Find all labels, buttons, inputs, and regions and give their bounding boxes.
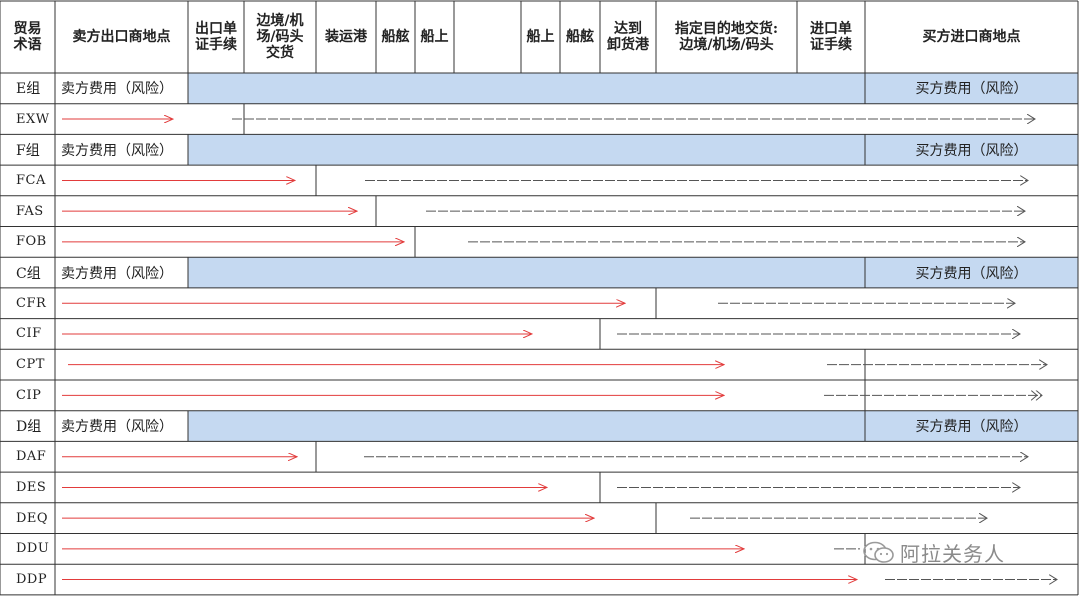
header-load_port-line: 装运港 [325, 29, 367, 45]
buyer-cost-risk: 买方费用（风险） [915, 265, 1028, 282]
header-onboard2: 船上 [521, 1, 560, 73]
group-seller-cell-c [55, 257, 188, 288]
header-buyer-line: 买方进口商地点 [922, 29, 1021, 45]
header-onboard1: 船上 [415, 1, 454, 73]
group-band-buyer-d [865, 410, 1078, 442]
group-label: C组 [16, 265, 41, 282]
term-deq: DEQ [16, 510, 49, 526]
term-ddp: DDP [16, 572, 48, 588]
group-seller-cell-f [55, 134, 188, 166]
header-dest: 指定目的地交货: 边境/机场/码头 [656, 1, 797, 73]
header-rail2: 船舷 [560, 1, 600, 73]
header-rail2-line: 船舷 [566, 29, 594, 45]
header-rail1: 船舷 [376, 1, 415, 73]
seller-cost-risk: 卖方费用（风险） [61, 265, 173, 282]
group-seller-cell-d [55, 410, 188, 442]
term-fob: FOB [16, 234, 47, 250]
header-import_docs-line: 证手续 [810, 37, 852, 53]
header-term-line: 术语 [13, 37, 42, 53]
term-daf: DAF [16, 449, 47, 465]
header-load_port: 装运港 [316, 1, 376, 73]
buyer-cost-risk: 买方费用（风险） [915, 419, 1028, 436]
term-des: DES [16, 479, 47, 495]
group-band-buyer-c [865, 257, 1078, 288]
header-term: 贸易 术语 [0, 1, 55, 73]
header-export_docs-line: 证手续 [195, 37, 237, 53]
header-import_docs-line: 进口单 [810, 21, 852, 37]
buyer-cost-risk: 买方费用（风险） [915, 142, 1028, 159]
term-cif: CIF [16, 326, 42, 342]
header-border: 边境/机 场/码头 交货 [244, 1, 316, 73]
seller-cost-risk: 卖方费用（风险） [61, 81, 173, 98]
group-band-buyer-e [865, 73, 1078, 104]
group-band-d [188, 410, 865, 442]
term-cpt: CPT [16, 357, 45, 373]
buyer-cost-risk: 买方费用（风险） [915, 81, 1028, 98]
header-term-line: 贸易 [13, 21, 42, 37]
header-dest_port-line: 达到 [614, 21, 642, 37]
header-dest-line: 指定目的地交货: [674, 21, 779, 37]
term-cfr: CFR [16, 295, 47, 311]
group-band-buyer-f [865, 134, 1078, 166]
term-fas: FAS [16, 203, 44, 219]
group-label: E组 [16, 81, 41, 98]
term-cip: CIP [16, 387, 42, 403]
header-border-line: 边境/机 [256, 13, 304, 29]
term-fca: FCA [16, 172, 46, 188]
group-band-f [188, 134, 865, 166]
term-exw: EXW [16, 111, 50, 127]
group-label: F组 [16, 142, 40, 159]
watermark: 阿拉关务人 [862, 536, 1062, 568]
group-label: D组 [16, 419, 42, 436]
header-dest_port-line: 卸货港 [607, 37, 649, 53]
group-band-c [188, 257, 865, 288]
header-onboard2-line: 船上 [526, 29, 555, 45]
header-blank [454, 1, 521, 73]
seller-cost-risk: 卖方费用（风险） [61, 142, 173, 159]
header-buyer: 买方进口商地点 [865, 1, 1078, 73]
header-border-line: 交货 [266, 45, 294, 61]
header-onboard1-line: 船上 [420, 29, 449, 45]
header-seller-line: 卖方出口商地点 [72, 29, 171, 45]
header-border-line: 场/码头 [256, 29, 304, 45]
header-dest-line: 边境/机场/码头 [679, 37, 774, 53]
header-rail1-line: 船舷 [381, 29, 410, 45]
header-export_docs-line: 出口单 [195, 21, 237, 37]
header-export_docs: 出口单 证手续 [188, 1, 244, 73]
watermark-text: 阿拉关务人 [900, 541, 1005, 566]
header-import_docs: 进口单 证手续 [797, 1, 865, 73]
header-dest_port: 达到 卸货港 [600, 1, 656, 73]
wechat-icon [863, 541, 894, 563]
group-seller-cell-e [55, 73, 188, 104]
header-seller: 卖方出口商地点 [55, 1, 188, 73]
group-band-e [188, 73, 865, 104]
seller-cost-risk: 卖方费用（风险） [61, 419, 173, 436]
term-ddu: DDU [16, 541, 50, 557]
